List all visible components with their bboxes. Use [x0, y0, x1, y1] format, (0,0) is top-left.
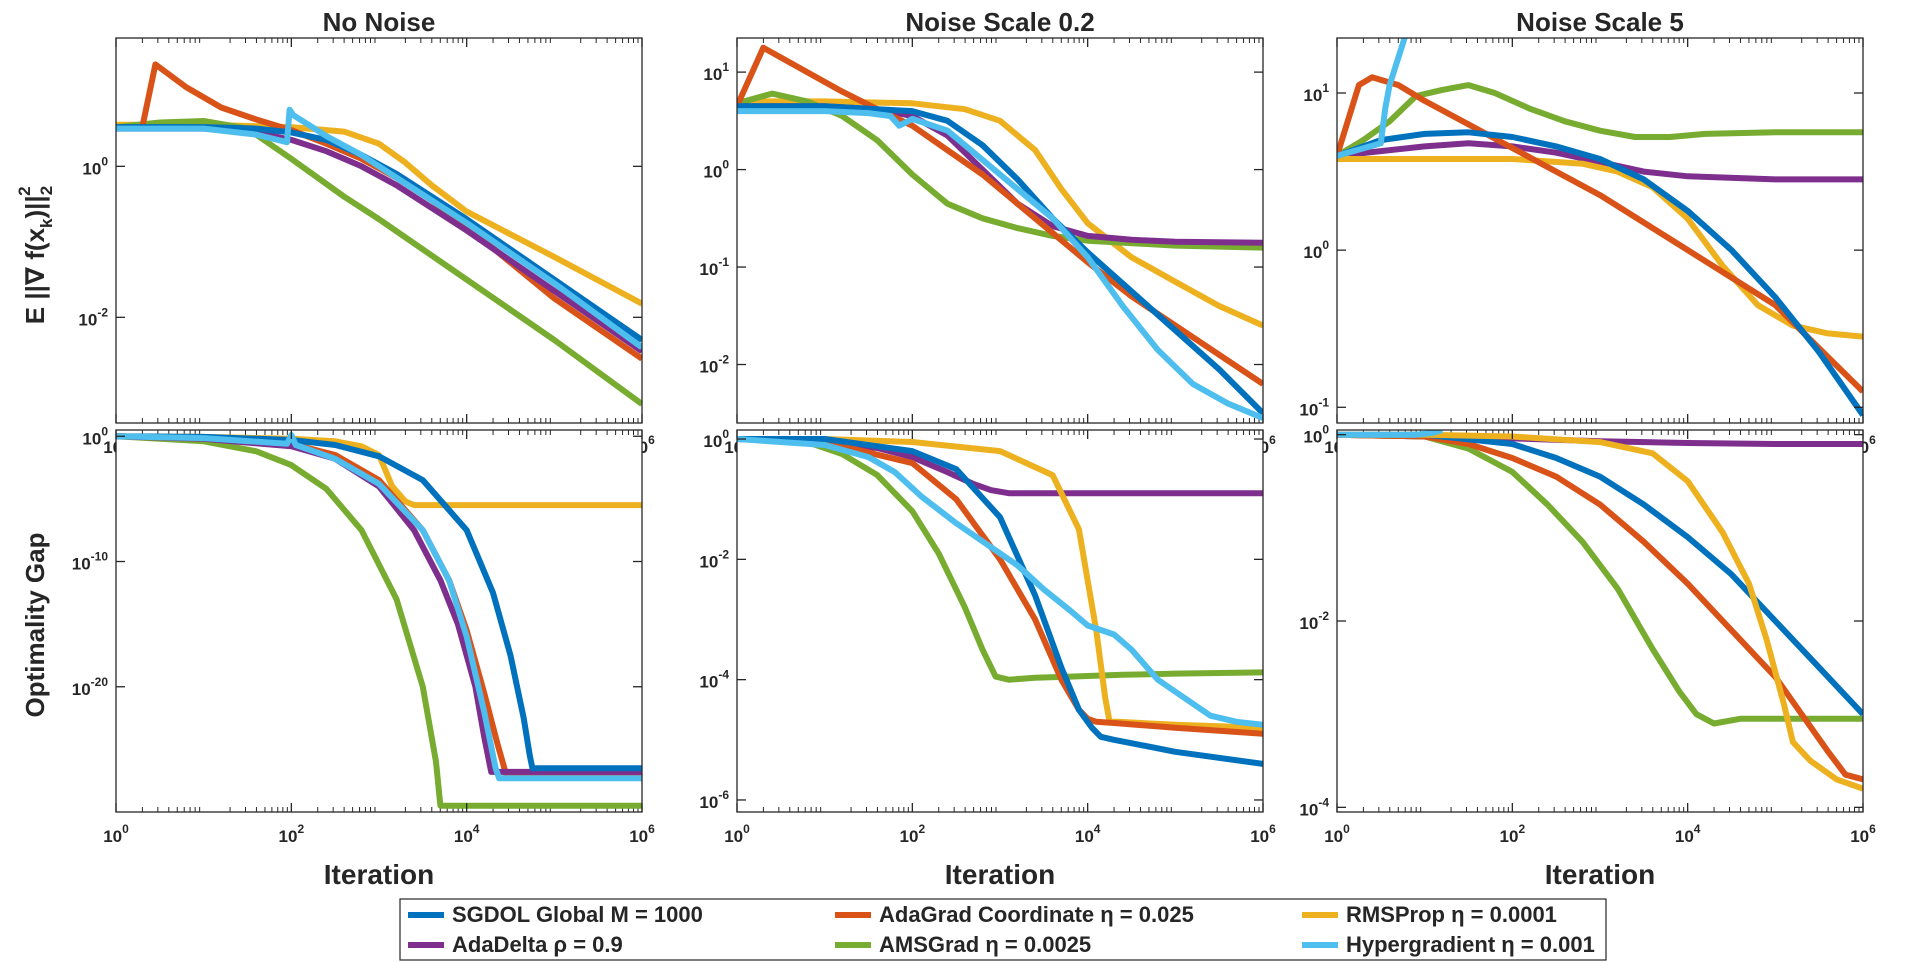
series-line	[737, 98, 1263, 329]
x-axis-label: Iteration	[945, 859, 1055, 890]
legend: SGDOL Global M = 1000 AdaGrad Coordinate …	[399, 898, 1607, 961]
legend-item: AdaDelta ρ = 0.9	[408, 932, 623, 957]
y-tick-label: 10-4	[699, 668, 729, 692]
series-line	[1337, 431, 1863, 792]
y-tick-label: 10-1	[1299, 395, 1329, 419]
y-tick-label: 100	[703, 427, 729, 451]
axes-box	[736, 429, 1264, 813]
y-tick-label: 101	[1303, 81, 1329, 105]
x-tick-label: 106	[1250, 822, 1276, 846]
x-tick-label: 102	[900, 822, 926, 846]
y-tick-label: 100	[703, 158, 729, 182]
series-line	[737, 436, 1263, 737]
legend-item: AdaGrad Coordinate η = 0.025	[835, 902, 1194, 927]
legend-label: AMSGrad η = 0.0025	[879, 932, 1091, 957]
legend-item: SGDOL Global M = 1000	[408, 902, 703, 927]
x-tick-label: 100	[103, 822, 129, 846]
legend-label: SGDOL Global M = 1000	[452, 902, 703, 927]
y-tick-label: 10-10	[72, 550, 109, 574]
series-line	[737, 436, 1263, 767]
y-tick-label: 100	[1303, 423, 1329, 447]
y-tick-label: 10-6	[699, 788, 729, 812]
series-line	[1337, 430, 1444, 438]
x-axis-label: Iteration	[1545, 859, 1655, 890]
legend-label: RMSProp η = 0.0001	[1346, 902, 1557, 927]
series-line	[116, 118, 642, 407]
series-line	[1337, 431, 1863, 783]
legend-box	[399, 898, 1607, 961]
chart-panel: 100 102 104 106 100 10-2 10-4 Iteration	[1299, 423, 1876, 890]
series-line	[116, 432, 642, 782]
x-tick-label: 106	[1850, 822, 1876, 846]
y-tick-label: 10-2	[78, 305, 108, 329]
x-tick-label: 104	[1075, 822, 1101, 846]
y-tick-label: 100	[82, 424, 108, 448]
series-line	[1337, 431, 1863, 727]
y-tick-label: 10-1	[699, 255, 729, 279]
series-line	[737, 108, 1263, 421]
chart-title: Noise Scale 5	[1516, 7, 1684, 37]
axes-box	[115, 37, 643, 424]
plot-area	[116, 430, 642, 812]
axes-box	[115, 429, 643, 813]
series-line	[737, 90, 1263, 251]
x-tick-label: 102	[1500, 822, 1526, 846]
y-tick-label: 10-20	[72, 675, 109, 699]
series-line	[737, 103, 1263, 416]
y-tick-label: 10-2	[1299, 609, 1329, 633]
legend-item: RMSProp η = 0.0001	[1302, 902, 1557, 927]
series-group	[116, 61, 642, 407]
legend-item: AMSGrad η = 0.0025	[835, 932, 1091, 957]
x-tick-label: 104	[454, 822, 480, 846]
x-tick-label: 102	[279, 822, 305, 846]
series-group	[1337, 38, 1863, 417]
x-tick-label: 100	[1324, 822, 1350, 846]
axes-box	[1336, 37, 1864, 424]
x-tick-label: 106	[629, 822, 655, 846]
y-tick-label: 10-4	[1299, 795, 1329, 819]
series-line	[737, 436, 1263, 728]
chart-panel: 100 102 104 106 100 10-2 10-4 10-6 Iteration	[699, 427, 1276, 890]
series-group	[737, 436, 1263, 767]
chart-title: No Noise	[323, 7, 436, 37]
plot-area	[1337, 430, 1863, 812]
series-line	[116, 433, 642, 772]
series-line	[1337, 431, 1863, 717]
series-line	[1337, 129, 1863, 417]
y-tick-label: 100	[1303, 238, 1329, 262]
chart-panel: 100 102 104 106 100 10-10 10-20 Iteration	[72, 424, 655, 890]
legend-label: AdaDelta ρ = 0.9	[452, 932, 623, 957]
y-tick-label: 10-2	[699, 547, 729, 571]
y-tick-label: 10-2	[699, 353, 729, 377]
series-group	[1337, 430, 1863, 792]
row-label-optimality: Optimality Gap	[20, 533, 50, 718]
y-tick-label: 101	[703, 60, 729, 84]
legend-label: AdaGrad Coordinate η = 0.025	[879, 902, 1194, 927]
series-group	[116, 432, 642, 809]
row-label-gradient: E ||∇ f(xk)||22	[15, 186, 56, 324]
plot-area	[737, 38, 1263, 423]
series-line	[1337, 82, 1863, 159]
x-tick-label: 100	[724, 822, 750, 846]
plot-area	[116, 38, 642, 423]
series-line	[1337, 38, 1408, 159]
x-axis-label: Iteration	[324, 859, 434, 890]
legend-label: Hypergradient η = 0.001	[1346, 932, 1595, 957]
chart-title: Noise Scale 0.2	[905, 7, 1094, 37]
y-tick-label: 100	[82, 154, 108, 178]
axes-box	[736, 37, 1264, 424]
series-group	[737, 44, 1263, 421]
series-line	[116, 106, 642, 350]
x-tick-label: 104	[1675, 822, 1701, 846]
series-line	[1337, 140, 1863, 183]
legend-item: Hypergradient η = 0.001	[1302, 932, 1595, 957]
series-line	[737, 44, 1263, 387]
